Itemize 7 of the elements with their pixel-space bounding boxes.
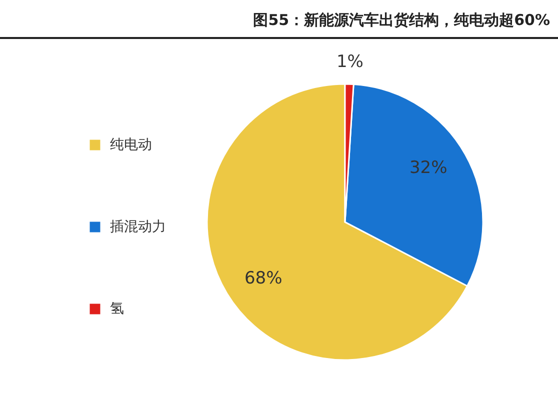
legend-label: 纯电动: [110, 137, 152, 153]
data-label: 1%: [336, 52, 364, 72]
chart-title: 图55：新能源汽车出货结构，纯电动超60%: [253, 11, 550, 29]
legend-label: 氢: [110, 301, 124, 317]
data-label: 68%: [244, 268, 282, 289]
legend-label: 插混动力: [110, 219, 166, 235]
data-label: 32%: [409, 158, 448, 178]
